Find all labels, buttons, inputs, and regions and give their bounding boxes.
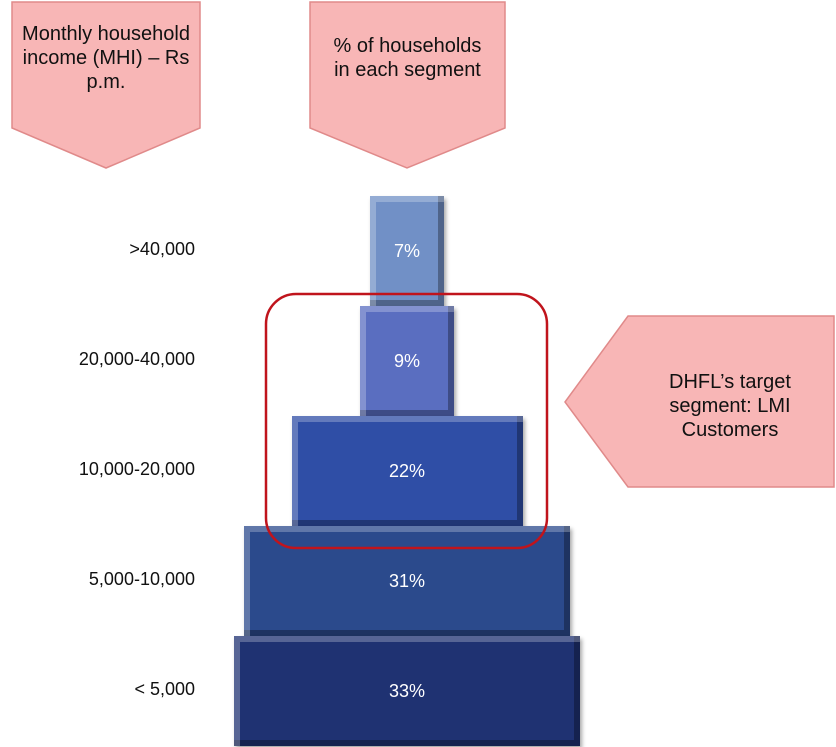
category-label: 5,000-10,000: [88, 569, 195, 589]
header-right: % of households in each segment: [333, 35, 482, 81]
category-label: 20,000-40,000: [78, 349, 195, 369]
value-label: 9%: [393, 351, 420, 371]
bar: 22%: [291, 416, 523, 526]
callout-shape: [564, 315, 835, 488]
bar: 31%: [244, 526, 570, 636]
value-label: 33%: [388, 681, 426, 701]
category-label: 10,000-20,000: [78, 459, 195, 479]
bar: 7%: [370, 196, 444, 306]
bar: 9%: [359, 306, 455, 416]
value-label: 22%: [388, 461, 426, 481]
category-label: < 5,000: [134, 679, 195, 699]
category-label: >40,000: [129, 239, 195, 259]
header-left-shape: [11, 1, 201, 169]
bar: 33%: [233, 636, 581, 746]
value-label: 7%: [393, 241, 420, 261]
header-right-shape: [309, 1, 506, 169]
header-left: Monthly household income (MHI) – Rs p.m.: [22, 23, 190, 93]
callout-text: DHFL’s target segment: LMI Customers: [669, 371, 791, 441]
value-label: 31%: [388, 571, 426, 591]
